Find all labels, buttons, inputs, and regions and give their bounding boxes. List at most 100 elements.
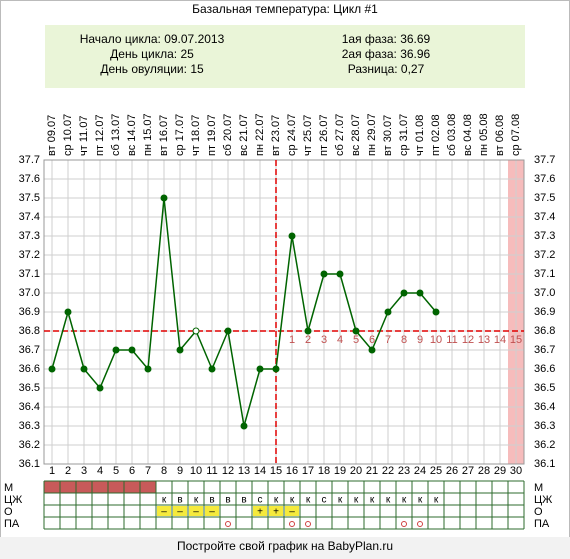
x-tick-label: 8 [161,465,167,477]
date: 13.07 [110,114,122,142]
date: 06.08 [494,115,506,143]
date-label: вс 28.07 [350,114,362,156]
plot-border [43,159,525,465]
temperature-point [224,327,232,335]
phase-day: 11 [446,334,457,346]
cell-text: к [402,495,407,506]
row-label-right: ПА [534,518,550,530]
row-label: ПА [4,518,20,530]
cell-text: к [434,495,439,506]
cell-text: к [290,495,295,506]
cell-text: в [209,495,214,506]
temperature-point [208,365,216,373]
date-label: чт 11.07 [78,115,90,156]
date: 14.07 [126,114,138,142]
cell-text: в [241,495,246,506]
cell-text: к [418,495,423,506]
x-tick-label: 10 [190,465,202,477]
date-label: ср 31.07 [398,114,410,156]
date-label: пн 15.07 [142,113,154,156]
weekday: ср [398,144,410,156]
y2-tick-label: 36.3 [534,420,555,432]
weekday: пн [254,144,266,156]
weekday: пн [478,144,490,156]
y2-tick-label: 36.9 [534,306,555,318]
phase-day: 6 [369,334,375,346]
date: 22.07 [254,113,266,141]
info-label: 1ая фаза: [342,32,397,46]
weekday: ср [286,144,298,156]
phase-day: 1 [289,334,295,346]
date: 24.07 [286,114,298,142]
x-tick-label: 4 [97,465,103,477]
x-tick-label: 28 [478,465,490,477]
date-label: вт 16.07 [158,115,170,156]
info-value: 15 [190,62,204,76]
date: 05.08 [478,113,490,141]
temperature-point [176,346,184,354]
date-label: сб 27.07 [334,114,346,156]
intercourse-mark [401,521,407,527]
date: 16.07 [158,115,170,143]
cell-text: – [193,507,199,518]
x-tick-label: 9 [177,465,183,477]
y2-tick-label: 37.5 [534,192,555,204]
x-tick-label: 12 [222,465,234,477]
cell-text: + [273,507,279,518]
ovulation-test-cell [157,506,171,516]
ovulation-test-cell [253,506,267,516]
phase-day: 7 [385,334,391,346]
phase-day: 15 [510,334,522,346]
weekday: чт [302,145,314,156]
weekday: сб [110,144,122,156]
temperature-point [384,308,392,316]
weekday: сб [222,144,234,156]
ovulation-test-cell [205,506,219,516]
info-line: День цикла: 25 [110,47,194,61]
x-tick-label: 11 [206,465,217,477]
menstruation-cell [124,481,140,493]
temperature-point [400,289,408,297]
date: 29.07 [366,113,378,141]
info-value: 25 [180,47,194,61]
y2-tick-label: 37.6 [534,173,555,185]
weekday: ср [62,144,74,156]
info-label: День цикла: [110,47,177,61]
phase-day: 9 [417,334,423,346]
chart-title: Базальная температура: Цикл #1 [192,2,378,16]
date-label: пн 29.07 [366,113,378,156]
date-label: пн 05.08 [478,113,490,156]
y-tick-label: 36.6 [19,363,40,375]
temperature-point [80,365,88,373]
date-label: вт 09.07 [46,115,58,156]
y-tick-label: 37.5 [19,192,40,204]
info-line: 1ая фаза: 36.69 [342,32,431,46]
x-tick-label: 15 [270,465,282,477]
date: 25.07 [302,115,314,143]
cell-text: к [370,495,375,506]
weekday: вс [462,144,474,156]
date-label: вс 21.07 [238,114,250,156]
menstruation-cell [140,481,156,493]
date: 04.08 [462,114,474,142]
y2-tick-label: 37.1 [534,268,555,280]
y-tick-label: 37.4 [19,211,40,223]
phase-day: 2 [305,334,311,346]
y2-tick-label: 37.7 [534,154,555,166]
menstruation-cell [92,481,108,493]
weekday: пт [206,145,218,156]
temperature-point [256,365,264,373]
cell-text: к [194,495,199,506]
temperature-point [192,327,200,335]
weekday: чт [414,145,426,156]
info-line: Начало цикла: 09.07.2013 [80,32,225,46]
date-label: ср 24.07 [286,114,298,156]
y-tick-label: 36.1 [19,458,40,470]
x-tick-label: 22 [382,465,394,477]
y-tick-label: 36.9 [19,306,40,318]
weekday: чт [78,145,90,156]
cell-text: + [257,507,263,518]
cell-text: к [386,495,391,506]
